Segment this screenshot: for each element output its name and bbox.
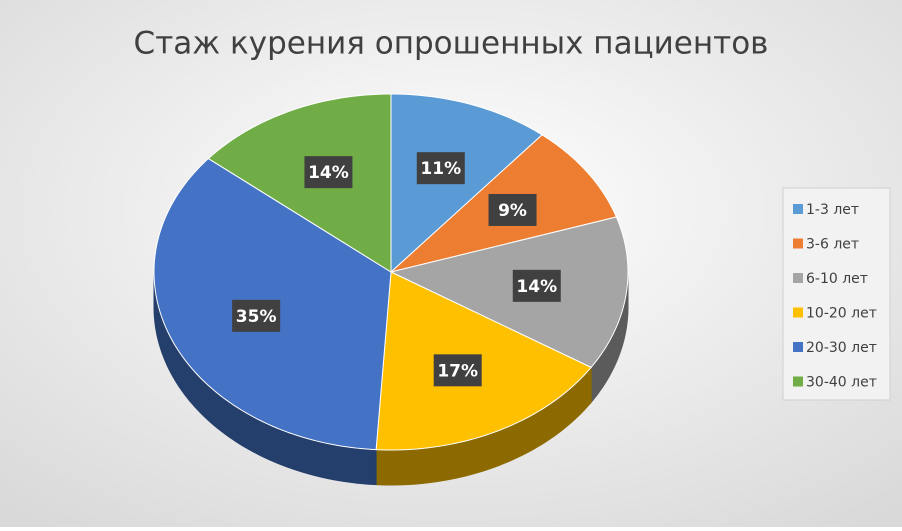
data-label-text: 14% [516,277,557,297]
legend-label: 1-3 лет [806,202,859,218]
data-label-box [488,193,537,226]
legend-swatch [793,238,803,249]
data-label: 11% [416,152,465,185]
data-label-box [304,156,353,189]
legend-box [782,187,891,401]
data-label-box [416,152,465,185]
data-labels: 11% 9% 14% 17% 35% 14% [232,152,561,387]
data-label-box [512,269,561,302]
legend-label: 6-10 лет [806,271,868,287]
legend-label: 20-30 лет [806,340,877,356]
slice [375,271,592,451]
legend-swatch [793,376,803,387]
data-label: 9% [488,193,537,226]
legend-swatch [793,307,803,318]
data-label: 35% [232,299,281,332]
data-label: 17% [433,354,482,387]
data-label: 14% [512,269,561,302]
data-label-text: 17% [437,361,478,381]
data-label-box [433,354,482,387]
data-label-text: 11% [420,159,461,179]
legend-label: 30-40 лет [806,375,877,391]
legend-swatch [793,273,803,283]
slice [389,216,629,368]
data-label-text: 35% [236,307,277,327]
legend: 1-3 лет 3-6 лет 6-10 лет 10-20 лет 20-30 лет… [793,202,877,391]
slice [390,93,543,274]
data-label-box [232,299,281,332]
data-label: 14% [304,156,353,189]
legend-label: 10-20 лет [806,306,877,322]
data-label-text: 9% [498,201,527,221]
chart-title: Стаж курения опрошенных пациентов [134,26,769,62]
legend-swatch [793,342,803,352]
legend-swatch [793,204,803,214]
legend-label: 3-6 лет [806,237,859,253]
slice [207,93,392,273]
data-label-text: 14% [308,163,349,183]
